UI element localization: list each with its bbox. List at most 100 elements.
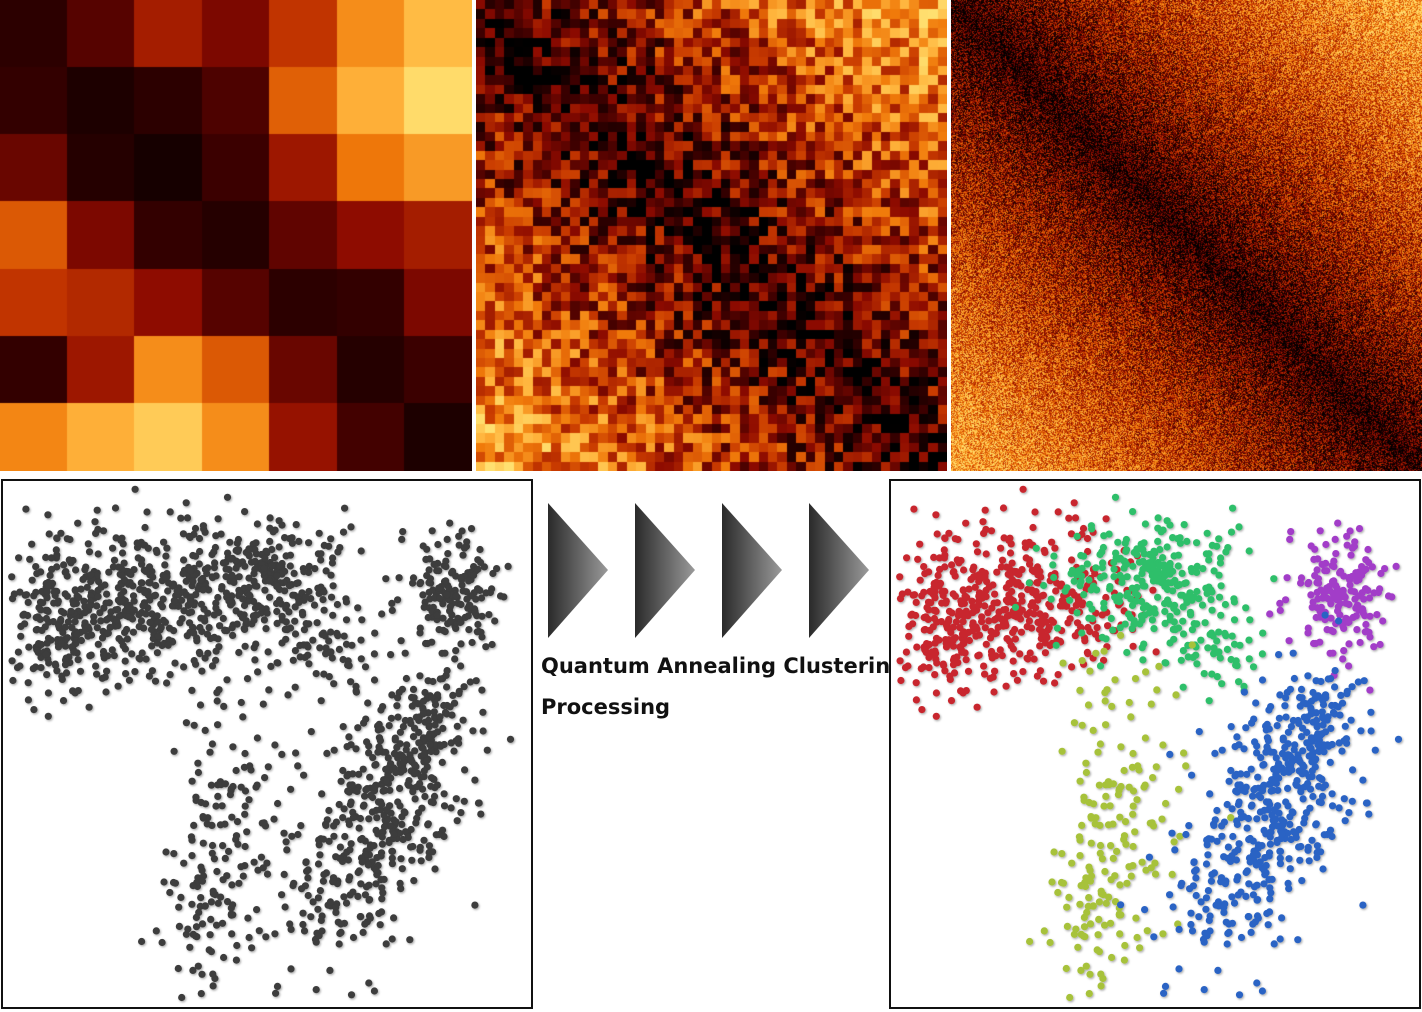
cluster-point-olive <box>1077 930 1085 938</box>
cluster-point-olive <box>1117 782 1125 791</box>
cluster-point-blue <box>1308 836 1316 844</box>
cluster-point-red <box>1041 649 1049 657</box>
data-point <box>37 606 45 614</box>
data-point <box>271 930 279 938</box>
cluster-point-blue <box>1268 811 1276 819</box>
cluster-point-blue <box>1297 788 1305 796</box>
cluster-point-red <box>1074 598 1082 606</box>
data-point <box>411 724 419 732</box>
data-point <box>371 629 379 637</box>
data-point <box>95 578 103 586</box>
cluster-point-olive <box>1125 783 1133 791</box>
data-point <box>483 746 491 754</box>
data-point <box>188 852 196 860</box>
data-point <box>449 691 457 699</box>
data-point <box>180 859 188 867</box>
data-point <box>442 577 450 585</box>
data-point <box>380 875 388 883</box>
data-point <box>392 768 400 777</box>
cluster-point-purple <box>1286 535 1294 543</box>
cluster-point-green <box>1188 568 1196 576</box>
data-point <box>352 688 360 696</box>
data-point <box>361 792 369 800</box>
cluster-point-olive <box>1117 911 1125 919</box>
cluster-point-green <box>1133 551 1141 559</box>
cluster-point-red <box>949 661 958 669</box>
cluster-point-blue <box>1299 795 1307 803</box>
cluster-point-red <box>897 676 905 685</box>
data-point <box>166 671 174 679</box>
cluster-point-red <box>990 616 998 624</box>
data-point <box>416 672 424 680</box>
data-point <box>352 745 360 753</box>
cluster-point-purple <box>1364 586 1372 594</box>
cluster-point-green <box>1161 659 1169 667</box>
cluster-point-green <box>1129 562 1137 570</box>
cluster-point-red <box>931 639 939 647</box>
cluster-point-red <box>1129 642 1137 650</box>
cluster-point-olive <box>1133 796 1141 804</box>
cluster-point-blue <box>1321 611 1329 619</box>
data-point <box>370 650 378 658</box>
data-point <box>33 570 41 578</box>
cluster-point-red <box>980 662 988 670</box>
cluster-point-purple <box>1329 628 1337 636</box>
data-point <box>25 643 33 651</box>
data-point <box>376 745 384 754</box>
data-point <box>361 891 369 899</box>
cluster-point-blue <box>1214 898 1222 906</box>
cluster-point-blue <box>1292 780 1300 788</box>
data-point <box>447 739 455 747</box>
data-point <box>318 927 326 935</box>
data-point <box>353 787 361 795</box>
cluster-point-green <box>1177 656 1185 664</box>
data-point <box>355 824 363 832</box>
cluster-point-blue <box>1150 933 1158 941</box>
data-point <box>473 628 481 636</box>
data-point <box>8 573 16 581</box>
data-point <box>398 535 406 543</box>
cluster-point-purple <box>1312 613 1320 622</box>
data-point <box>340 893 348 901</box>
data-point <box>358 858 366 866</box>
cluster-point-green <box>1122 535 1130 544</box>
data-point <box>310 601 319 609</box>
cluster-point-green <box>1163 543 1171 551</box>
cluster-point-green <box>1179 647 1187 655</box>
data-point <box>191 524 200 533</box>
data-point <box>173 587 181 595</box>
cluster-point-red <box>1023 611 1031 619</box>
data-point <box>193 637 201 645</box>
cluster-point-purple <box>1337 567 1345 575</box>
data-point <box>314 860 323 868</box>
data-point <box>213 697 221 705</box>
data-point <box>362 883 371 891</box>
data-point <box>208 849 216 857</box>
cluster-point-blue <box>1354 678 1362 686</box>
cluster-point-blue <box>1205 916 1213 924</box>
cluster-point-olive <box>1072 925 1080 933</box>
data-point <box>399 835 407 844</box>
data-point <box>446 519 454 527</box>
data-point <box>332 903 340 911</box>
cluster-point-purple <box>1350 588 1358 596</box>
data-point <box>192 923 201 931</box>
cluster-point-purple <box>1305 578 1313 587</box>
data-point <box>250 577 258 585</box>
data-point <box>166 888 174 897</box>
cluster-point-green <box>1163 562 1172 570</box>
data-point <box>99 527 108 535</box>
cluster-point-blue <box>1232 856 1240 864</box>
cluster-point-blue <box>1287 835 1295 844</box>
data-point <box>102 688 110 696</box>
cluster-point-red <box>920 563 928 571</box>
cluster-point-blue <box>1223 940 1231 948</box>
cluster-point-olive <box>1068 859 1076 867</box>
data-point <box>411 747 419 755</box>
data-point <box>373 854 381 862</box>
cluster-point-blue <box>1328 802 1337 810</box>
cluster-point-red <box>1008 559 1016 567</box>
cluster-point-red <box>1084 623 1092 632</box>
data-point <box>79 575 87 583</box>
cluster-point-olive <box>1162 799 1170 808</box>
